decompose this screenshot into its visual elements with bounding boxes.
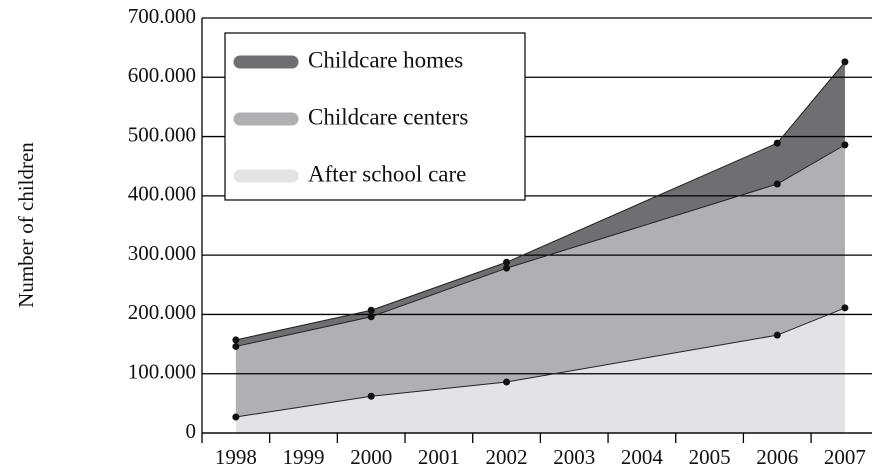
legend-label: After school care — [308, 161, 466, 186]
data-point — [503, 378, 511, 386]
x-tick-label: 2000 — [350, 445, 392, 469]
y-tick-label: 600.000 — [128, 63, 196, 87]
area — [235, 307, 845, 433]
y-tick-label: 0 — [186, 419, 197, 443]
data-point — [773, 331, 781, 339]
x-tick-label: 2002 — [486, 445, 528, 469]
data-point — [367, 392, 375, 400]
x-tick-label: 1998 — [215, 445, 257, 469]
y-axis-label: Number of children — [14, 142, 38, 308]
data-point — [232, 342, 240, 350]
data-point — [841, 58, 849, 66]
legend-label: Childcare centers — [308, 104, 468, 129]
x-tick-label: 2001 — [418, 445, 460, 469]
data-point — [773, 180, 781, 188]
data-point — [367, 306, 375, 314]
legend-label: Childcare homes — [308, 47, 463, 72]
x-tick-label: 2006 — [756, 445, 798, 469]
x-tick-label: 2007 — [824, 445, 866, 469]
data-point — [367, 313, 375, 321]
y-tick-label: 400.000 — [128, 182, 196, 206]
data-point — [841, 141, 849, 149]
y-tick-label: 500.000 — [128, 122, 196, 146]
y-tick-label: 700.000 — [128, 4, 196, 28]
x-tick-label: 1999 — [283, 445, 325, 469]
data-point — [841, 304, 849, 312]
x-tick-label: 2005 — [689, 445, 731, 469]
data-point — [503, 264, 511, 272]
area — [235, 144, 845, 417]
y-tick-label: 200.000 — [128, 300, 196, 324]
x-tick-label: 2004 — [621, 445, 664, 469]
x-tick-label: 2003 — [553, 445, 595, 469]
data-point — [232, 413, 240, 421]
legend: Childcare homes Childcare centers After sc… — [224, 32, 526, 201]
data-point — [773, 139, 781, 147]
data-point — [232, 336, 240, 344]
y-tick-label: 100.000 — [128, 360, 196, 384]
y-tick-label: 300.000 — [128, 241, 196, 265]
data-point — [503, 258, 511, 266]
